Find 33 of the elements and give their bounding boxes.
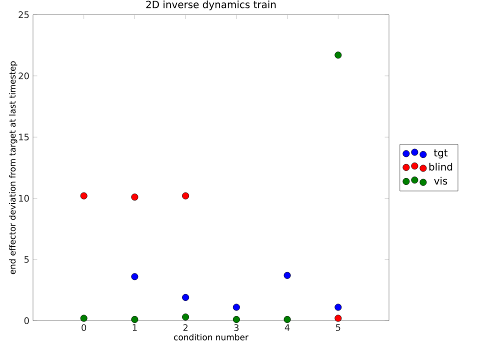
legend-label: tgt bbox=[434, 149, 448, 158]
point bbox=[232, 304, 240, 311]
x-tick-label: 0 bbox=[82, 324, 86, 331]
point bbox=[131, 194, 138, 201]
point bbox=[334, 314, 342, 322]
x-tick-label: 5 bbox=[336, 324, 340, 331]
point bbox=[232, 316, 240, 323]
point bbox=[284, 272, 291, 279]
point bbox=[334, 304, 342, 311]
legend-label: vis bbox=[434, 176, 448, 185]
point bbox=[131, 316, 138, 323]
point bbox=[334, 52, 342, 59]
point bbox=[182, 294, 190, 301]
y-axis-title: end effector deviation from target at last timestep bbox=[9, 61, 18, 274]
y-tick-label: 15 bbox=[19, 134, 29, 140]
point bbox=[284, 316, 291, 323]
x-tick-label: 2 bbox=[183, 324, 188, 331]
x-axis-title: condition number bbox=[174, 334, 248, 340]
x-tick-label: 4 bbox=[284, 324, 290, 331]
point bbox=[182, 314, 190, 321]
y-tick-label: 5 bbox=[24, 256, 29, 263]
y-tick-label: 0 bbox=[24, 317, 29, 324]
legend-label: blind bbox=[429, 162, 452, 171]
chart-title: 2D inverse dynamics train bbox=[146, 0, 276, 10]
y-tick-label: 10 bbox=[19, 194, 29, 202]
x-tick-label: 3 bbox=[234, 324, 239, 331]
point bbox=[80, 314, 88, 322]
x-tick-label: 1 bbox=[132, 324, 137, 331]
point bbox=[80, 192, 88, 200]
point bbox=[182, 192, 190, 200]
y-tick-label: 20 bbox=[18, 72, 29, 80]
y-tick-label: 25 bbox=[18, 11, 29, 18]
point bbox=[131, 273, 138, 280]
